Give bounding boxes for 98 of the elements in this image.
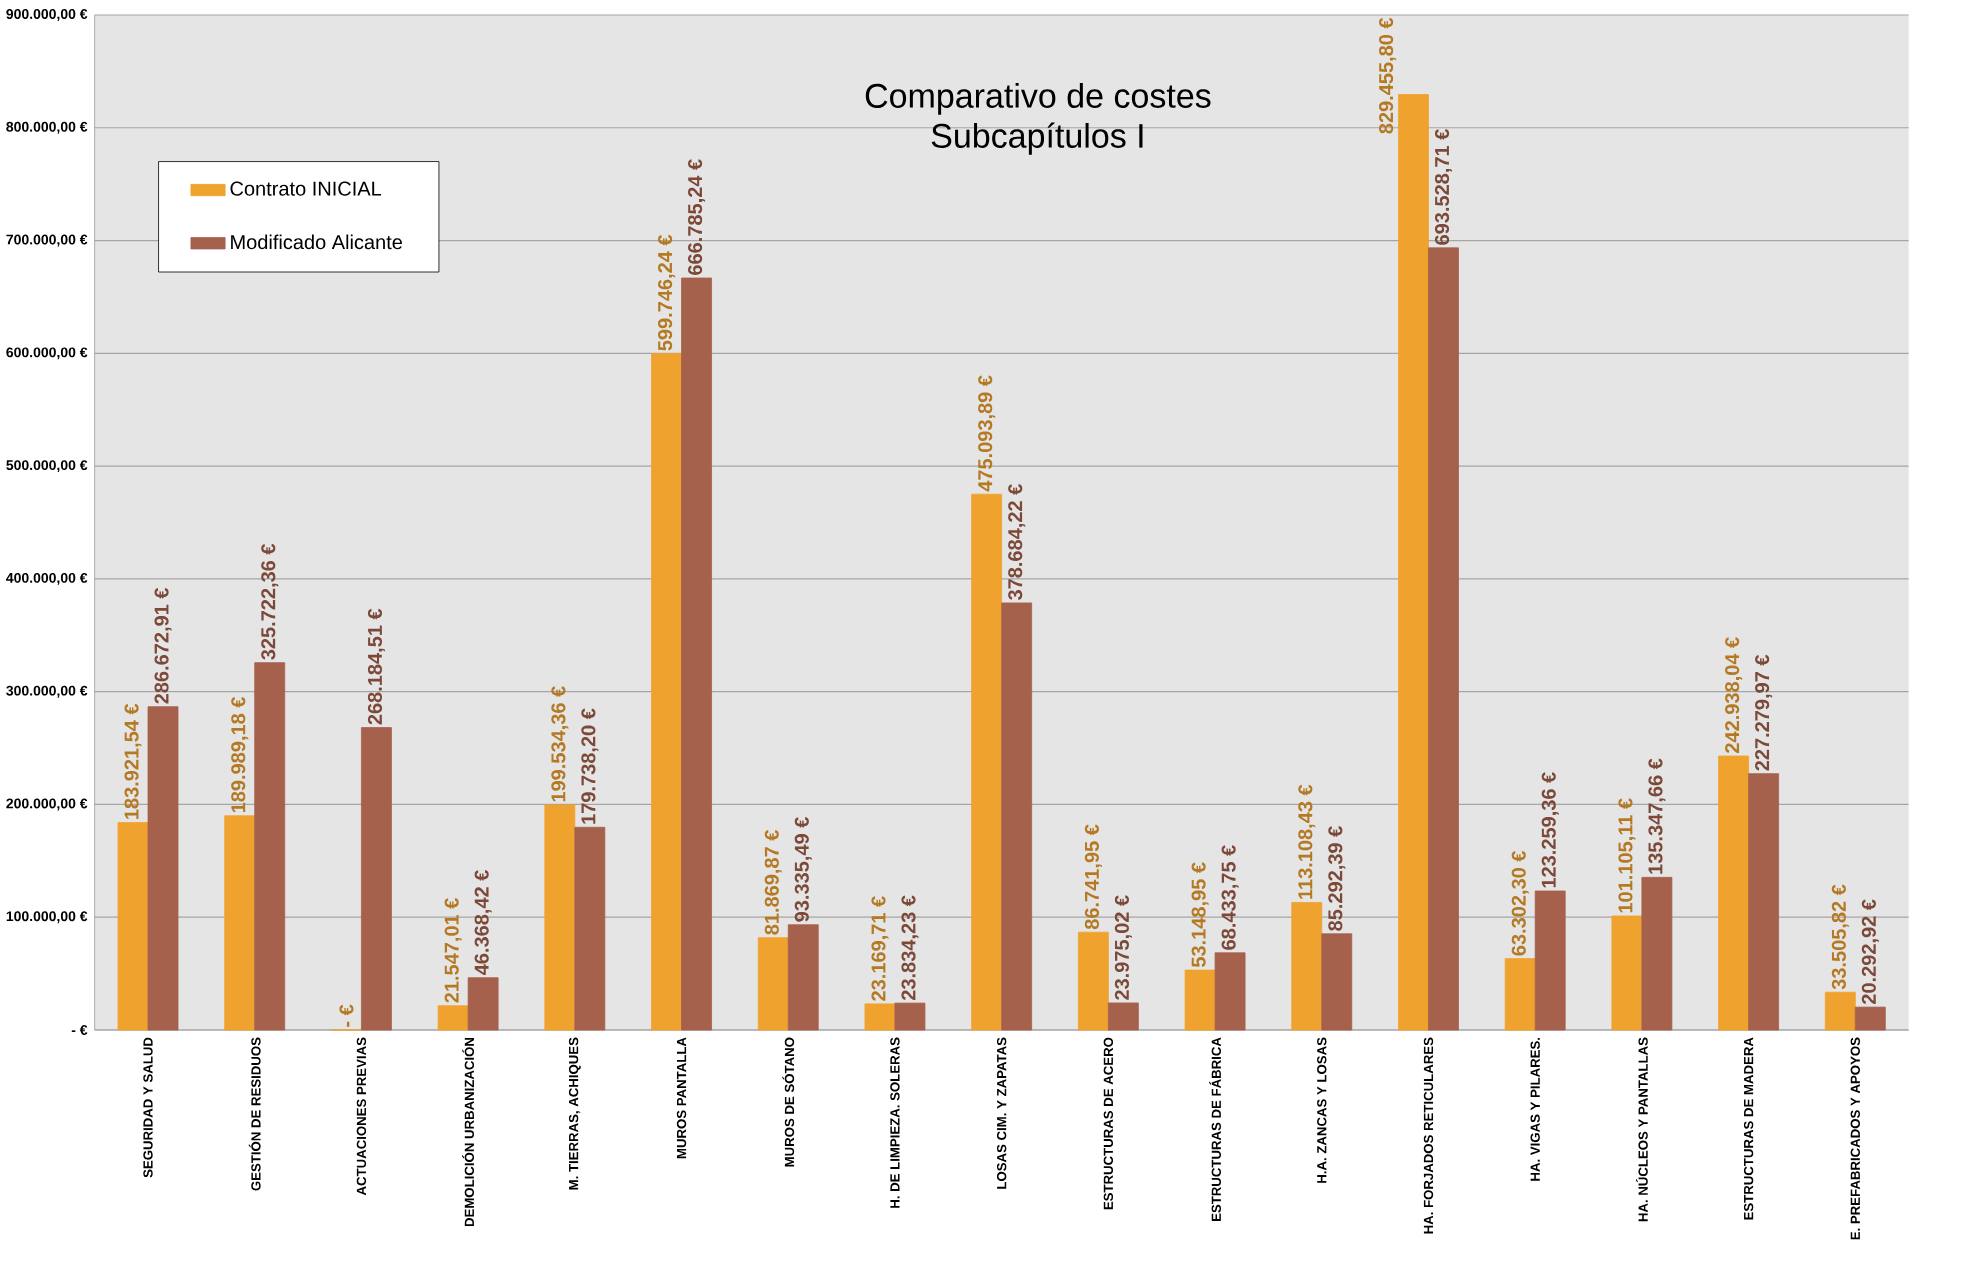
bar [1824, 991, 1856, 1031]
data-label: 378.684,22 € [1008, 484, 1026, 601]
x-tick-label: GESTIÓN DE RESIDUOS [248, 1037, 261, 1191]
data-label: 20.292,92 € [1861, 899, 1879, 1005]
y-tick-label: 300.000,00 € [6, 685, 88, 698]
bar [1428, 247, 1459, 1031]
data-label: 189.989,18 € [231, 696, 249, 813]
bar [467, 977, 499, 1031]
bar [254, 662, 286, 1031]
data-label: 666.785,24 € [688, 159, 706, 275]
x-tick-label: HA. VIGAS Y PILARES. [1530, 1037, 1540, 1181]
data-label: 85.292,39 € [1328, 826, 1346, 931]
data-label: 183.921,54 € [124, 703, 142, 819]
bar [1291, 902, 1323, 1031]
bar [147, 706, 179, 1031]
data-label: 693.528,71 € [1434, 129, 1453, 245]
bar [1534, 890, 1566, 1031]
y-tick-label: 800.000,00 € [6, 121, 88, 134]
bar [1611, 915, 1643, 1031]
bar [1321, 933, 1353, 1031]
y-tick-label: 900.000,00 € [6, 9, 88, 21]
data-label: 33.505,82 € [1831, 884, 1849, 990]
data-label: 829.455,80 € [1379, 17, 1397, 134]
legend-label: Modificado Alicante [231, 234, 402, 250]
bar [1077, 931, 1109, 1031]
data-label: 599.746,24 € [658, 234, 676, 351]
text: Comparativo de costes [865, 82, 1211, 115]
bar [757, 937, 789, 1031]
legend-label: Contrato INICIAL [230, 181, 382, 196]
data-label: 179.738,20 € [581, 708, 599, 824]
bar [1854, 1006, 1886, 1031]
y-tick-label: - € [71, 1025, 88, 1035]
data-label: 475.093,89 € [978, 375, 996, 492]
data-label: 81.869,87 € [764, 829, 782, 935]
data-label: 63.302,30 € [1511, 850, 1529, 956]
bar [1718, 755, 1749, 1031]
bar [544, 804, 576, 1031]
bar [681, 277, 712, 1031]
y-tick-label: 400.000,00 € [6, 572, 88, 585]
bar [787, 924, 819, 1031]
bar [894, 1002, 926, 1031]
text: Subcapítulos I [931, 122, 1143, 155]
data-label: 135.347,66 € [1648, 758, 1666, 874]
y-tick-label: 600.000,00 € [6, 347, 88, 360]
data-label: 23.834,23 € [901, 895, 919, 1001]
bar [574, 826, 606, 1031]
x-tick-label: E. PREFABRICADOS Y APOYOS [1850, 1037, 1860, 1240]
y-tick-label: 700.000,00 € [6, 234, 88, 247]
x-tick-label: ESTRUCTURAS DE ACERO [1103, 1037, 1114, 1210]
y-tick-label: 100.000,00 € [6, 911, 88, 924]
y-tick-label: 500.000,00 € [6, 460, 88, 473]
bar [651, 353, 682, 1031]
data-label: 68.433,75 € [1221, 845, 1239, 950]
x-tick-label: ACTUACIONES PREVIAS [356, 1037, 367, 1196]
data-label: - € [339, 1004, 354, 1027]
x-tick-label: HA. FORJADOS RETICULARES [1423, 1037, 1434, 1234]
data-label: 101.105,11 € [1618, 798, 1636, 913]
data-label: 21.547,01 € [444, 898, 462, 1003]
data-label: 23.169,71 € [871, 896, 889, 1001]
data-label: 123.259,36 € [1541, 772, 1559, 888]
x-tick-label: M. TIERRAS, ACHIQUES [568, 1037, 581, 1190]
x-tick-label: ESTRUCTURAS DE MADERA [1743, 1037, 1754, 1220]
x-tick-label: MUROS DE SÓTANO [782, 1037, 795, 1167]
x-tick-label: H.A. ZANCAS Y LOSAS [1317, 1037, 1327, 1183]
x-tick-label: MUROS PANTALLA [676, 1037, 687, 1159]
bar [437, 1005, 469, 1031]
data-label: 325.722,36 € [261, 543, 279, 660]
data-label: 113.108,43 € [1298, 784, 1316, 899]
data-label: 23.975,02 € [1114, 895, 1132, 1000]
data-label: 53.148,95 € [1191, 862, 1209, 968]
bar [864, 1003, 896, 1031]
x-tick-label: ESTRUCTURAS DE FÁBRICA [1209, 1037, 1221, 1221]
bar [1184, 969, 1216, 1031]
bar [1107, 1002, 1139, 1031]
x-tick-label: HA. NÚCLEOS Y PANTALLAS [1635, 1037, 1648, 1222]
data-label: 286.672,91 € [154, 587, 172, 704]
data-label: 242.938,04 € [1725, 637, 1743, 753]
bar [1504, 958, 1536, 1031]
bar [1214, 952, 1246, 1031]
x-tick-label: DEMOLICIÓN URBANIZACIÓN [462, 1037, 475, 1227]
bar [1641, 876, 1673, 1031]
x-tick-label: H. DE LIMPIEZA. SOLERAS [890, 1037, 900, 1208]
bar [117, 822, 149, 1031]
x-tick-label: SEGURIDAD Y SALUD [143, 1037, 153, 1178]
bar [971, 493, 1003, 1031]
data-label: 199.534,36 € [551, 686, 569, 802]
data-label: 46.368,42 € [474, 870, 492, 975]
bar [1748, 773, 1779, 1031]
x-tick-label: LOSAS CIM. Y ZAPATAS [996, 1037, 1007, 1189]
data-label: 227.279,97 € [1755, 654, 1773, 771]
y-tick-label: 200.000,00 € [6, 798, 88, 811]
data-label: 93.335,49 € [794, 817, 812, 922]
bar [224, 815, 256, 1031]
data-label: 268.184,51 € [367, 608, 385, 725]
bar [1001, 602, 1033, 1031]
bar [1398, 94, 1429, 1031]
bar [361, 727, 392, 1031]
data-label: 86.741,95 € [1084, 824, 1102, 930]
